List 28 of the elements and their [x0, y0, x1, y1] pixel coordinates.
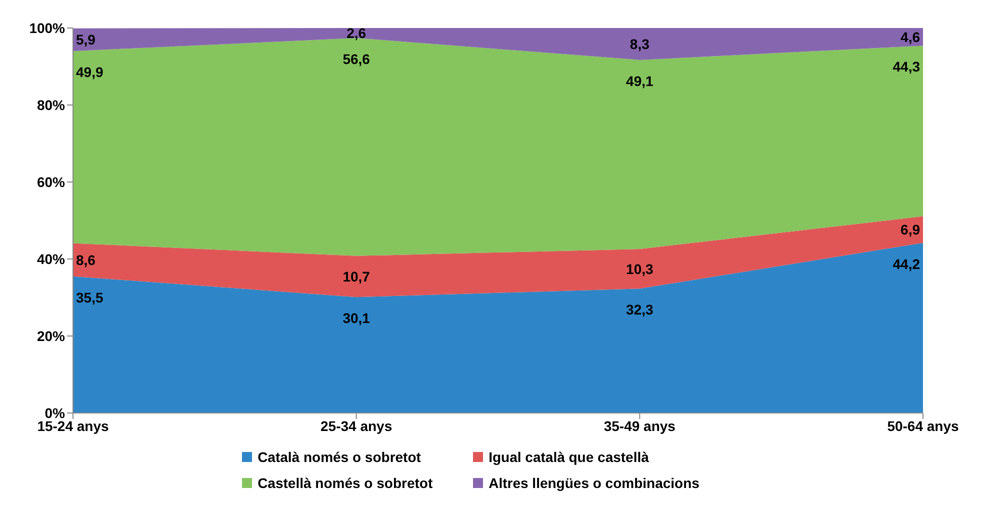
y-tick-label: 60% [36, 174, 66, 190]
data-label: 44,3 [892, 58, 920, 75]
y-tick-label: 100% [29, 20, 66, 36]
x-tick-label: 35-49 anys [604, 418, 676, 434]
x-tick-label: 25-34 anys [320, 418, 392, 434]
legend-label: Igual català que castellà [488, 449, 649, 465]
data-label: 5,9 [76, 32, 96, 48]
data-label: 4,6 [900, 28, 920, 45]
data-label: 35,5 [76, 289, 104, 306]
legend-label: Català només o sobretot [258, 449, 421, 465]
y-tick-label: 20% [36, 328, 66, 344]
data-label: 32,3 [626, 302, 654, 318]
data-label: 10,7 [342, 268, 370, 285]
data-label: 30,1 [342, 310, 370, 326]
data-label: 56,6 [342, 51, 370, 68]
legend-label: Castellà només o sobretot [258, 475, 433, 491]
data-label: 49,9 [76, 64, 104, 80]
x-tick-label: 50-64 anys [887, 418, 960, 434]
data-label: 8,6 [76, 252, 96, 268]
data-label: 44,2 [892, 256, 920, 272]
legend-label: Altres llengües o combinacions [488, 475, 700, 491]
data-label: 49,1 [626, 72, 654, 89]
data-label: 8,3 [630, 36, 650, 52]
data-label: 2,6 [346, 25, 366, 42]
data-label: 10,3 [626, 260, 654, 277]
y-tick-label: 80% [36, 96, 66, 113]
y-tick-label: 40% [36, 250, 66, 267]
data-label: 6,9 [900, 222, 920, 238]
